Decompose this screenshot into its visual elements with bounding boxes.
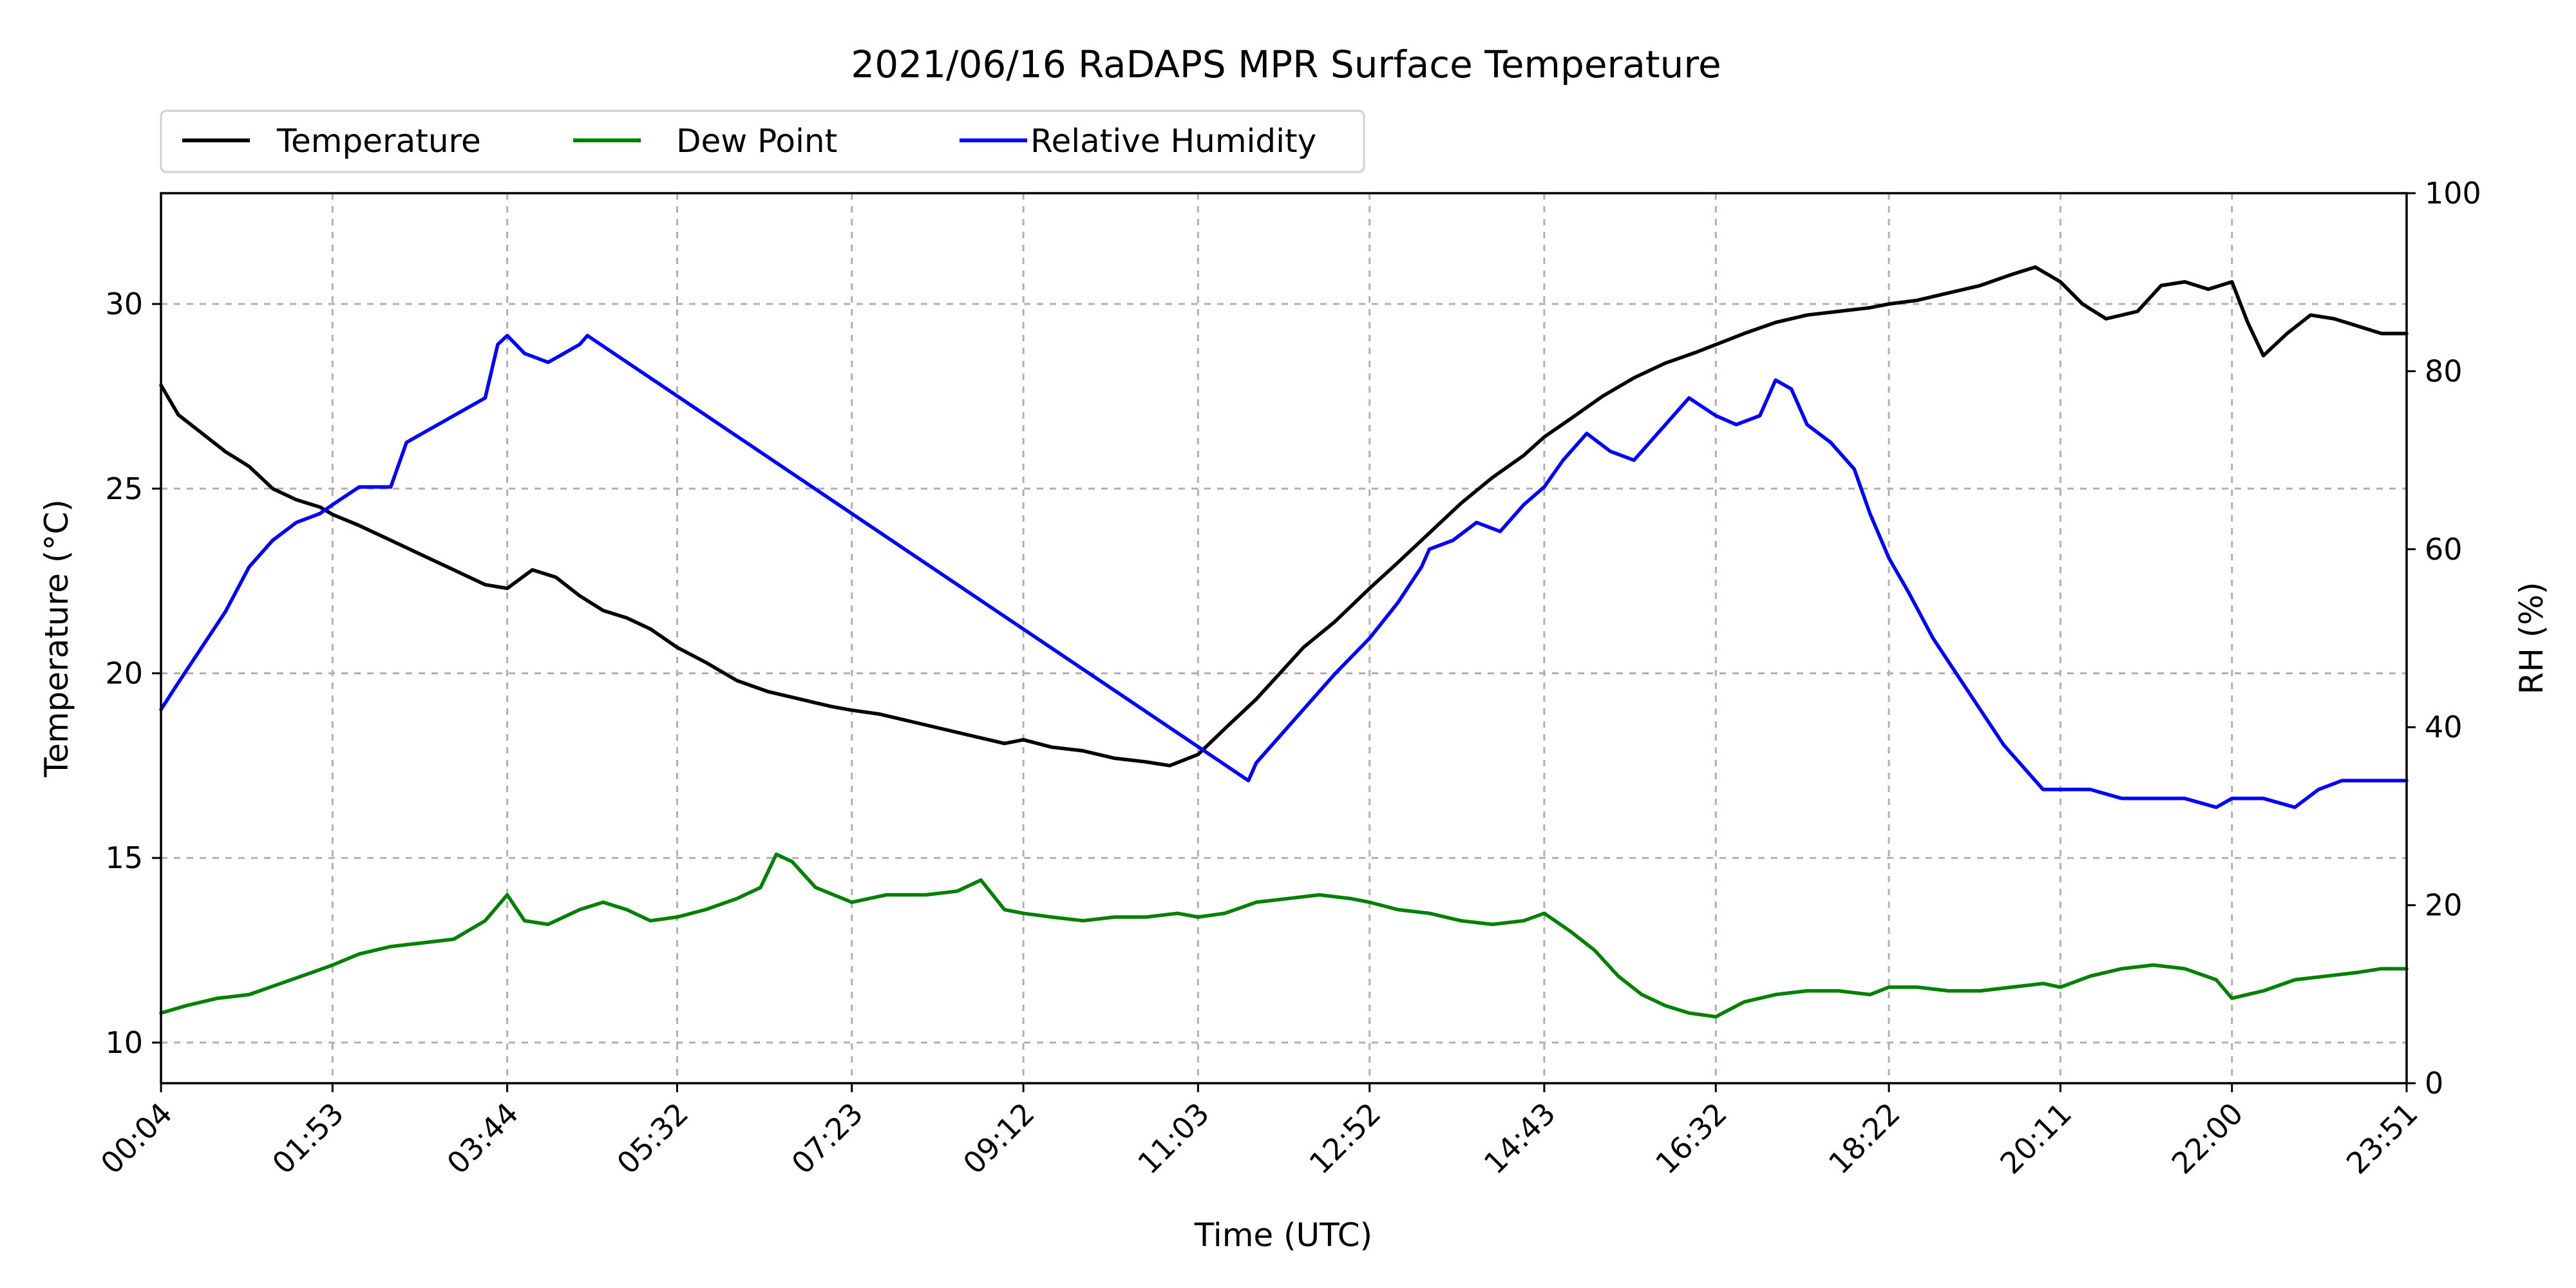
y-axis-left: 10 15 20 25 30 — [105, 287, 161, 1060]
legend-label-temperature: Temperature — [276, 122, 481, 160]
y2-axis-label: RH (%) — [2513, 582, 2550, 695]
x-tick-label: 09:12 — [956, 1096, 1041, 1181]
y2-tick-label: 40 — [2425, 710, 2463, 744]
y2-tick-label: 100 — [2425, 176, 2481, 211]
x-tick-label: 14:43 — [1477, 1096, 1562, 1181]
x-tick-label: 07:23 — [785, 1096, 870, 1181]
series-line-temperature — [159, 265, 2409, 768]
x-tick-label: 12:52 — [1303, 1096, 1388, 1181]
y-tick-label: 25 — [105, 471, 143, 506]
y2-tick-label: 60 — [2425, 532, 2463, 567]
x-tick-label: 18:22 — [1822, 1096, 1907, 1181]
x-tick-label: 16:32 — [1649, 1096, 1734, 1181]
y-axis-right: 0 20 40 60 80 100 — [2407, 176, 2481, 1101]
legend: Temperature Dew Point Relative Humidity — [160, 109, 1365, 173]
series-line-dew-point — [159, 852, 2409, 1019]
y-tick-label: 10 — [105, 1025, 143, 1060]
series-line-relative-humidity — [159, 334, 2409, 810]
y-tick-label: 30 — [105, 287, 143, 321]
x-tick-label: 11:03 — [1131, 1096, 1216, 1181]
legend-box — [160, 109, 1365, 173]
x-tick-label: 23:51 — [2340, 1096, 2425, 1181]
x-tick-label: 00:04 — [94, 1096, 179, 1181]
y2-tick-label: 20 — [2425, 888, 2463, 923]
x-tick-label: 03:44 — [440, 1096, 525, 1181]
legend-label-relative-humidity: Relative Humidity — [1030, 122, 1316, 160]
x-axis: 00:04 01:53 03:44 05:32 07:23 09:12 11:03 12:52… — [94, 1083, 2425, 1181]
chart-title: 2021/06/16 RaDAPS MPR Surface Temperatur… — [851, 43, 1721, 86]
y2-tick-label: 0 — [2425, 1066, 2443, 1101]
y2-tick-label: 80 — [2425, 354, 2463, 388]
y-tick-label: 20 — [105, 656, 143, 690]
series-lines — [159, 265, 2409, 1019]
y-axis-label: Temperature (°C) — [38, 499, 75, 778]
gridlines — [160, 193, 2408, 1083]
x-tick-label: 22:00 — [2165, 1096, 2250, 1181]
x-tick-label: 05:32 — [610, 1096, 695, 1181]
x-tick-label: 01:53 — [265, 1096, 350, 1181]
y-tick-label: 15 — [105, 840, 143, 875]
x-tick-label: 20:11 — [1993, 1096, 2078, 1181]
legend-label-dew-point: Dew Point — [676, 122, 837, 160]
plot-frame — [160, 192, 2408, 1084]
x-axis-label: Time (UTC) — [1194, 1217, 1372, 1254]
